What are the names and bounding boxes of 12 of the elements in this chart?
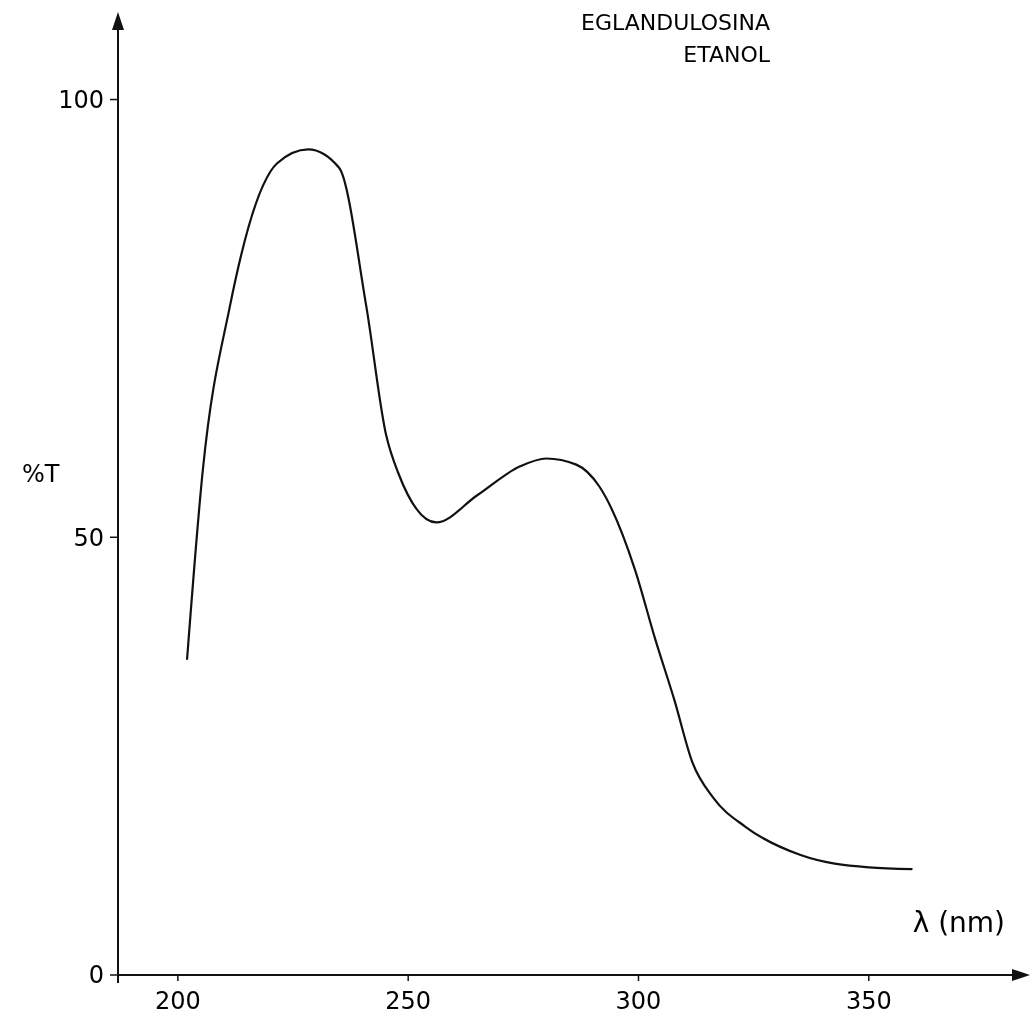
x-tick-label: 300: [615, 987, 662, 1015]
y-tick-label: 50: [73, 523, 104, 552]
x-tick-label: 350: [845, 987, 892, 1015]
y-axis-title: %T: [22, 460, 60, 488]
y-tick-label: 100: [58, 85, 104, 114]
line-series: [185, 148, 913, 871]
x-tick-label: 200: [154, 987, 201, 1015]
x-tick-label: 250: [385, 987, 432, 1015]
text: ETANOL: [683, 42, 771, 67]
x-axis-title: λ (nm): [912, 906, 1005, 939]
chart-title: EGLANDULOSINA: [580, 10, 770, 35]
y-tick-label: 0: [88, 961, 104, 990]
